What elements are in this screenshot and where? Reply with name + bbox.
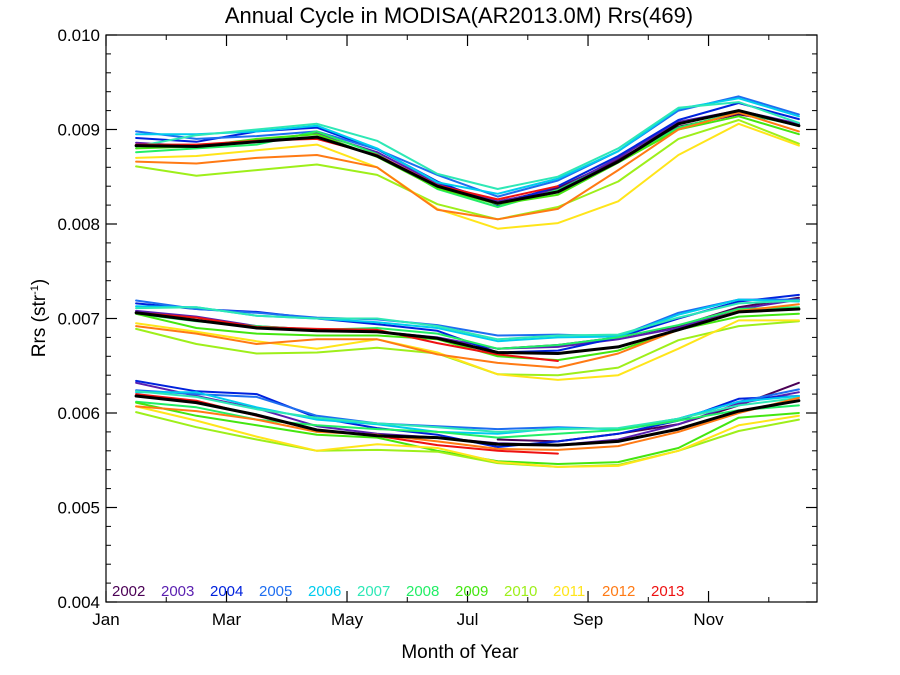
series-2012-line-1 (135, 111, 800, 221)
series-2010-line-1 (135, 119, 800, 221)
legend-entry-2013: 2013 (651, 583, 684, 600)
legend-entry-2008: 2008 (406, 583, 439, 600)
legend-entry-2012: 2012 (602, 583, 635, 600)
y-tick-label: 0.010 (57, 26, 100, 45)
x-tick-label: May (331, 610, 364, 629)
series-2005-line-2 (135, 298, 800, 338)
chart-title: Annual Cycle in MODISA(AR2013.0M) Rrs(46… (225, 3, 693, 28)
series-2011-line-3 (135, 405, 800, 468)
x-tick-label: Nov (693, 610, 724, 629)
legend-entry-2010: 2010 (504, 583, 537, 600)
x-tick-label: Mar (212, 610, 242, 629)
x-tick-label: Jan (92, 610, 119, 629)
y-tick-label: 0.008 (57, 215, 100, 234)
y-tick-label: 0.004 (57, 593, 100, 612)
series-mean-line-1 (134, 109, 801, 205)
legend-entry-2002: 2002 (112, 583, 145, 600)
series-2008-line-1 (135, 111, 800, 208)
y-axis-title-sup: -1 (29, 285, 41, 295)
y-tick-label: 0.007 (57, 310, 100, 329)
y-axis-title-tail: ) (29, 279, 50, 285)
y-axis-title-main: Rrs (str (29, 294, 50, 357)
y-tick-label: 0.006 (57, 404, 100, 423)
legend-entry-2003: 2003 (161, 583, 194, 600)
legend-entry-2004: 2004 (210, 583, 243, 600)
plot-frame (105, 34, 818, 603)
legend: 2002 2003 2004 2005 2006 2007 2008 2009 2010 2011… (112, 583, 684, 600)
series-2013-line-2 (135, 311, 559, 362)
series-mean-line-3 (134, 394, 801, 447)
x-axis-title: Month of Year (401, 642, 519, 663)
series-2005-line-1 (135, 95, 800, 198)
y-axis-title: Rrs (str-1) (29, 279, 50, 357)
y-tick-label: 0.005 (57, 499, 100, 518)
x-tick-label: Jul (457, 610, 479, 629)
axis-ticks: 0.004 0.005 0.006 0.007 0.008 0.009 0.010 Jan Ma… (57, 26, 817, 629)
series-2011-line-2 (135, 319, 800, 381)
x-tick-label: Sep (573, 610, 603, 629)
y-tick-label: 0.009 (57, 121, 100, 140)
series-2007-line-3 (135, 390, 800, 433)
legend-entry-2011: 2011 (553, 583, 585, 600)
series-2007-line-1 (135, 101, 800, 190)
legend-entry-2007: 2007 (357, 583, 390, 600)
series-2012-line-3 (135, 396, 800, 451)
series-2011-line-1 (135, 122, 800, 230)
legend-entry-2009: 2009 (455, 583, 488, 600)
legend-entry-2005: 2005 (259, 583, 292, 600)
series-2007-line-2 (135, 299, 800, 341)
legend-entry-2006: 2006 (308, 583, 341, 600)
series-mean-line-2 (134, 307, 801, 355)
series-layer (134, 95, 801, 468)
